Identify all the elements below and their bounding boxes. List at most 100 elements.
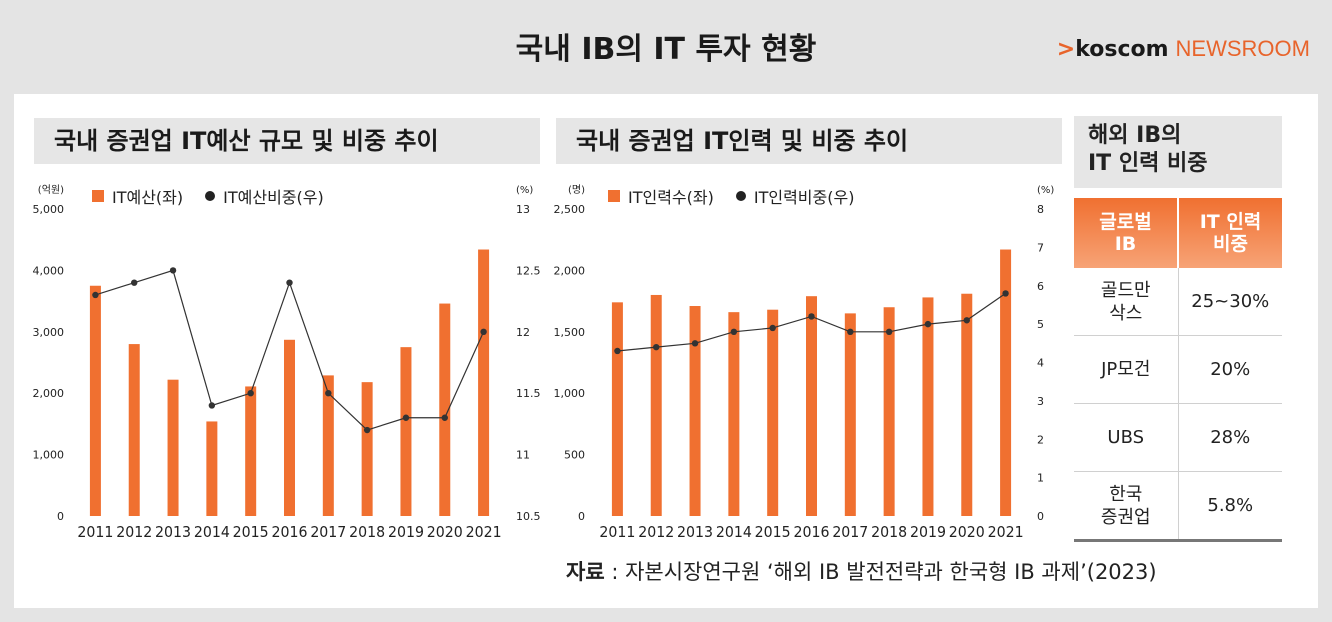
line-point [402,414,410,421]
line-point [1002,290,1009,297]
left-axis-unit: (명) [568,184,585,196]
left-tick-label: 3,000 [33,326,65,339]
row-name-l2: 삭스 [1109,302,1143,324]
line-point [92,291,99,299]
row-name: UBS [1074,403,1179,472]
page-title: 국내 IB의 IT 투자 현황 [515,32,817,67]
line-point [614,347,621,355]
legend-bar-swatch [608,190,620,202]
x-tick-label: 2021 [466,523,502,541]
x-tick-label: 2012 [638,523,674,541]
row-value: 28% [1178,403,1282,472]
row-name: JP모건 [1074,335,1179,404]
side-title: 해외 IB의 IT 인력 비중 [1074,116,1282,188]
right-tick-label: 2 [1037,433,1044,446]
row-name-l1: 한국 [1109,483,1143,505]
bar [689,306,701,516]
x-tick-label: 2017 [310,523,346,541]
side-header-ib-l2: IB [1114,233,1137,255]
bar [728,312,740,516]
chart2-legend-line: IT인력비중(우) [753,188,855,207]
x-tick-label: 2016 [272,523,308,541]
x-tick-label: 2011 [599,523,635,541]
side-header-ratio-l1: IT 인력 [1199,211,1262,233]
left-tick-label: 1,000 [33,449,65,462]
right-tick-label: 3 [1037,395,1044,408]
line-point [847,328,854,335]
right-tick-label: 7 [1037,241,1044,254]
legend-bar-swatch [92,190,104,202]
x-tick-label: 2014 [194,523,230,541]
line-point [885,328,893,335]
table-row: 골드만 삭스 25~30% [1074,268,1282,336]
bar [1000,249,1012,517]
table-row: 한국 증권업 5.8% [1074,471,1282,542]
left-tick-label: 1,500 [554,326,586,339]
row-name-l2: 증권업 [1100,506,1151,528]
line-point [808,313,815,320]
legend-dot-swatch [735,191,746,201]
x-tick-label: 2018 [871,523,907,541]
line-point [325,390,332,397]
x-tick-label: 2011 [77,523,113,541]
bar [206,421,218,516]
x-tick-label: 2021 [988,523,1024,541]
x-tick-label: 2015 [755,523,791,541]
x-tick-label: 2020 [949,523,985,541]
bar [478,249,490,517]
line-point [131,279,138,286]
row-name-l1: JP모건 [1101,359,1151,380]
left-tick-label: 500 [564,449,585,462]
line-point [653,343,660,351]
right-tick-label: 11 [516,449,530,462]
left-tick-label: 2,000 [33,387,65,400]
left-tick-label: 0 [57,510,64,523]
side-header-ib: 글로벌 IB [1074,198,1179,268]
side-table-header: 글로벌 IB IT 인력 비중 [1074,198,1282,268]
chart2-legend: IT인력수(좌) IT인력비중(우) [608,184,854,208]
x-tick-label: 2020 [427,523,463,541]
right-tick-label: 5 [1037,318,1044,331]
side-header-ib-l1: 글로벌 [1099,211,1152,233]
source-text: : 자본시장연구원 ‘해외 IB 발전전략과 한국형 IB 과제’(2023) [604,560,1157,584]
side-title-line1: 해외 IB의 [1088,123,1182,148]
row-name-l1: UBS [1107,427,1145,448]
line-point [363,426,371,434]
left-axis-unit: (억원) [38,184,64,196]
bar [650,294,662,516]
chart2-legend-bar: IT인력수(좌) [628,188,714,207]
chart1-legend-line: IT예산비중(우) [223,188,324,207]
right-tick-label: 0 [1037,510,1044,523]
line-point [924,320,932,328]
x-tick-label: 2019 [388,523,424,541]
bar [128,344,140,516]
line-point [169,267,177,274]
bar [245,386,257,516]
bar [806,296,817,516]
line-point [769,324,776,332]
side-table: 글로벌 IB IT 인력 비중 골드만 삭스 25~30% JP모건 20% UBS … [1074,198,1282,542]
brand-arrow-icon: > [1056,37,1076,62]
row-value: 25~30% [1178,268,1282,336]
x-tick-label: 2013 [155,523,191,541]
left-tick-label: 0 [578,510,585,523]
right-tick-label: 12 [516,326,530,339]
source-note: 자료 : 자본시장연구원 ‘해외 IB 발전전략과 한국형 IB 과제’(202… [566,556,1157,586]
brand-name: koscom [1075,37,1169,62]
bar [284,339,295,516]
right-tick-label: 4 [1037,357,1044,370]
left-tick-label: 4,000 [33,264,65,277]
right-tick-label: 8 [1037,203,1044,216]
bar [883,307,895,516]
right-tick-label: 10.5 [516,510,541,523]
source-label: 자료 [566,560,605,584]
left-tick-label: 1,000 [554,387,586,400]
line-point [730,328,738,335]
bar [767,309,779,516]
x-tick-label: 2018 [349,523,385,541]
x-tick-label: 2017 [832,523,868,541]
right-tick-label: 11.5 [516,387,541,400]
side-header-ratio-l2: 비중 [1213,233,1248,255]
bar [167,379,179,516]
